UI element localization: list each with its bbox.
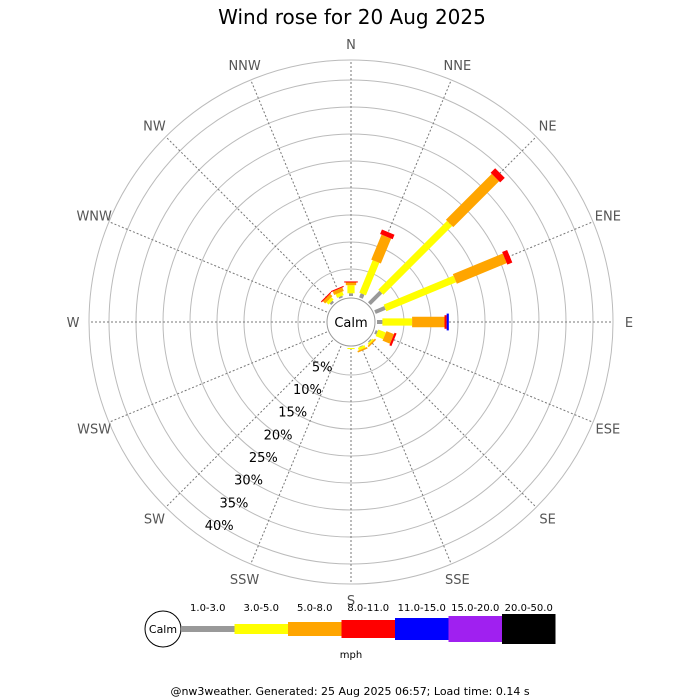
ring-label: 15% [278, 406, 307, 421]
legend-swatch [395, 618, 449, 640]
grid-ring [189, 160, 513, 484]
wind-bar-segment [320, 291, 332, 303]
direction-label: ENE [595, 210, 621, 225]
wind-bar-segment [380, 229, 395, 240]
direction-label: W [67, 316, 80, 331]
legend-bin-label: 1.0-3.0 [190, 603, 225, 614]
legend-swatch [502, 614, 556, 644]
grid-spoke [108, 331, 328, 423]
wind-bar-segment [367, 290, 383, 306]
direction-label: E [625, 316, 633, 331]
wind-bar-segment [326, 297, 334, 305]
direction-label: SE [539, 513, 555, 528]
ring-label: 40% [205, 519, 234, 534]
legend-calm-label: Calm [149, 623, 177, 636]
ring-label: 10% [293, 383, 322, 398]
grid-spoke [250, 345, 342, 565]
ring-label: 30% [234, 474, 263, 489]
grid-spoke [374, 331, 594, 423]
wind-bar-segment [490, 168, 505, 183]
direction-label: SSE [445, 573, 470, 588]
direction-label: S [347, 594, 355, 609]
legend-swatch [181, 626, 235, 632]
grid-spoke [360, 345, 452, 565]
legend-bin-label: 20.0-50.0 [505, 603, 553, 614]
legend-bin-label: 8.0-11.0 [347, 603, 389, 614]
grid-ring-outer [88, 59, 614, 585]
direction-label: WSW [77, 422, 111, 437]
direction-labels: N NNE NE ENE E ESE SE SSE S SSW SW WSW W WNW NW NNW [67, 38, 634, 609]
wind-bar-segment [367, 338, 372, 343]
direction-label: SW [144, 513, 165, 528]
grid-spoke [360, 79, 452, 299]
grid-spoke [250, 79, 342, 299]
speed-legend: Calm 1.0-3.0 3.0-5.0 5.0-8.0 8.0-11.0 11.0-15… [144, 603, 556, 661]
grid-spoke [369, 340, 537, 508]
wind-bar-segment [335, 291, 344, 298]
wind-bar-segment [445, 173, 500, 228]
ring-label: 20% [264, 428, 293, 443]
grid-spoke [165, 136, 333, 304]
calm-center: Calm [326, 297, 376, 347]
legend-swatch [448, 616, 502, 642]
legend-swatch [288, 622, 342, 636]
wind-bar-segment [452, 253, 507, 284]
legend-bin-label: 5.0-8.0 [297, 603, 332, 614]
wind-bar-segment [332, 287, 344, 295]
grid-spoke [108, 221, 328, 313]
wind-bar-segment [382, 331, 394, 344]
direction-label: SSW [230, 573, 260, 588]
wind-bars [320, 168, 513, 353]
wind-bar-segment [374, 306, 386, 314]
wind-bar-segment [375, 329, 386, 340]
wind-bar-segment [359, 260, 380, 296]
direction-label: NW [143, 119, 166, 134]
wind-bar-segment [359, 293, 365, 299]
direction-label: ESE [595, 422, 620, 437]
wind-bar-segment [357, 347, 368, 353]
ring-labels: 5% 10% 15% 20% 25% 30% 35% 40% [205, 360, 333, 534]
legend-bin-label: 11.0-15.0 [398, 603, 446, 614]
ring-label: 25% [249, 451, 278, 466]
calm-circle [326, 297, 376, 347]
calm-label: Calm [334, 316, 367, 331]
legend-bin-label: 3.0-5.0 [244, 603, 279, 614]
legend-unit-label: mph [340, 650, 362, 661]
wind-bar-segment [322, 293, 333, 304]
direction-label: NNE [444, 59, 472, 74]
wind-bar-segment [383, 275, 457, 312]
wind-bar-segment [367, 338, 374, 345]
wind-bar-segment [367, 338, 377, 348]
wind-bar-segment [338, 295, 343, 299]
ring-label: 35% [219, 496, 248, 511]
legend-bin-label: 15.0-20.0 [451, 603, 499, 614]
direction-label: NE [539, 119, 557, 134]
wind-bar-segment [378, 220, 453, 295]
grid-spoke [165, 340, 333, 508]
legend-swatch [341, 620, 395, 638]
footer-text: @nw3weather. Generated: 25 Aug 2025 06:5… [170, 685, 529, 698]
chart-title: Wind rose for 20 Aug 2025 [218, 5, 486, 29]
wind-bar-segment [389, 332, 397, 347]
wind-bar-segment [374, 330, 378, 335]
wind-bar-segment [329, 300, 335, 306]
ring-label: 5% [312, 360, 333, 375]
direction-label: WNW [76, 210, 112, 225]
legend-swatch [234, 624, 288, 634]
direction-label: N [346, 38, 356, 53]
wind-bar-segment [371, 234, 392, 264]
direction-label: NNW [228, 59, 260, 74]
wind-bar-segment [357, 345, 366, 351]
wind-bar-segment [502, 249, 513, 265]
